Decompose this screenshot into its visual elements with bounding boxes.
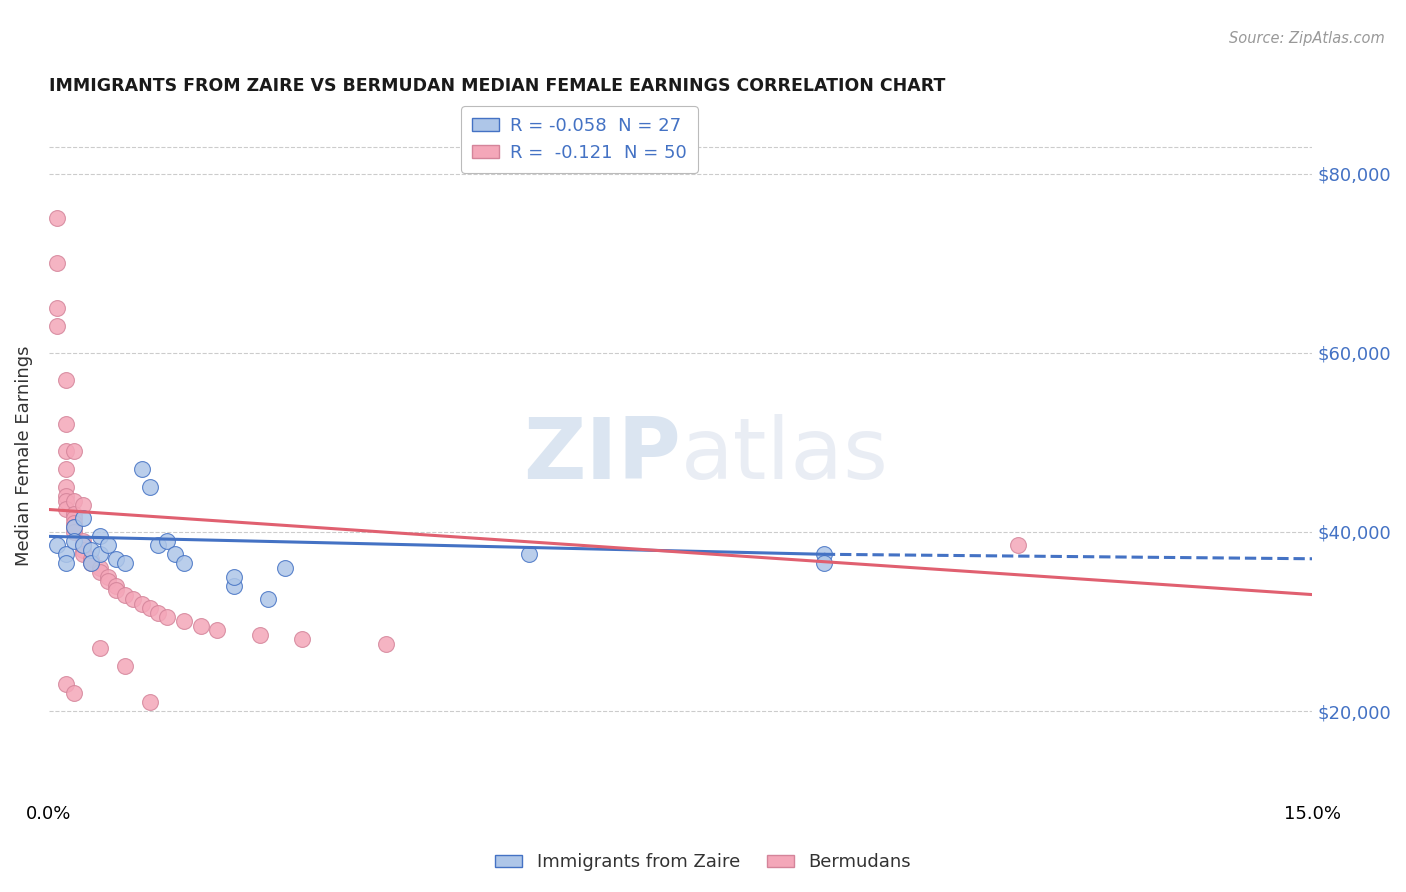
- Y-axis label: Median Female Earnings: Median Female Earnings: [15, 345, 32, 566]
- Point: [55, 373, 77, 387]
- Point: [72, 547, 94, 561]
- Point: [89, 547, 111, 561]
- Point: [156, 610, 179, 624]
- Point: [105, 579, 128, 593]
- Point: [114, 659, 136, 673]
- Point: [114, 588, 136, 602]
- Point: [139, 695, 162, 709]
- Point: [1007, 538, 1029, 552]
- Point: [63, 533, 86, 548]
- Point: [55, 547, 77, 561]
- Point: [46, 256, 69, 270]
- Point: [139, 601, 162, 615]
- Point: [63, 524, 86, 539]
- Point: [89, 565, 111, 579]
- Text: ZIP: ZIP: [523, 414, 681, 497]
- Point: [114, 556, 136, 570]
- Point: [97, 574, 120, 589]
- Point: [274, 560, 297, 574]
- Point: [63, 686, 86, 700]
- Point: [55, 502, 77, 516]
- Point: [89, 641, 111, 656]
- Point: [374, 637, 396, 651]
- Point: [72, 533, 94, 548]
- Point: [173, 556, 195, 570]
- Point: [122, 592, 145, 607]
- Point: [173, 615, 195, 629]
- Point: [224, 570, 246, 584]
- Text: atlas: atlas: [681, 414, 889, 497]
- Point: [148, 538, 170, 552]
- Text: IMMIGRANTS FROM ZAIRE VS BERMUDAN MEDIAN FEMALE EARNINGS CORRELATION CHART: IMMIGRANTS FROM ZAIRE VS BERMUDAN MEDIAN…: [49, 78, 945, 95]
- Point: [89, 560, 111, 574]
- Point: [156, 533, 179, 548]
- Point: [46, 538, 69, 552]
- Point: [63, 520, 86, 534]
- Point: [517, 547, 540, 561]
- Point: [55, 444, 77, 458]
- Text: Source: ZipAtlas.com: Source: ZipAtlas.com: [1229, 31, 1385, 46]
- Point: [291, 632, 314, 647]
- Point: [89, 529, 111, 543]
- Point: [46, 318, 69, 333]
- Point: [97, 570, 120, 584]
- Point: [63, 493, 86, 508]
- Point: [131, 597, 153, 611]
- Point: [63, 516, 86, 530]
- Point: [257, 592, 280, 607]
- Point: [72, 511, 94, 525]
- Point: [207, 624, 229, 638]
- Point: [80, 542, 103, 557]
- Point: [55, 677, 77, 691]
- Point: [813, 556, 835, 570]
- Point: [813, 547, 835, 561]
- Point: [131, 462, 153, 476]
- Point: [63, 507, 86, 521]
- Point: [190, 619, 212, 633]
- Point: [97, 538, 120, 552]
- Point: [249, 628, 271, 642]
- Point: [148, 606, 170, 620]
- Point: [46, 211, 69, 226]
- Point: [63, 520, 86, 534]
- Point: [46, 301, 69, 315]
- Point: [55, 556, 77, 570]
- Point: [55, 480, 77, 494]
- Point: [72, 498, 94, 512]
- Point: [80, 551, 103, 566]
- Point: [55, 462, 77, 476]
- Point: [55, 489, 77, 503]
- Point: [55, 417, 77, 432]
- Point: [80, 556, 103, 570]
- Point: [63, 511, 86, 525]
- Point: [105, 583, 128, 598]
- Legend: Immigrants from Zaire, Bermudans: Immigrants from Zaire, Bermudans: [488, 847, 918, 879]
- Point: [80, 556, 103, 570]
- Legend: R = -0.058  N = 27, R =  -0.121  N = 50: R = -0.058 N = 27, R = -0.121 N = 50: [461, 106, 697, 173]
- Point: [55, 493, 77, 508]
- Point: [105, 551, 128, 566]
- Point: [224, 579, 246, 593]
- Point: [72, 542, 94, 557]
- Point: [72, 538, 94, 552]
- Point: [139, 480, 162, 494]
- Point: [165, 547, 187, 561]
- Point: [63, 444, 86, 458]
- Point: [72, 538, 94, 552]
